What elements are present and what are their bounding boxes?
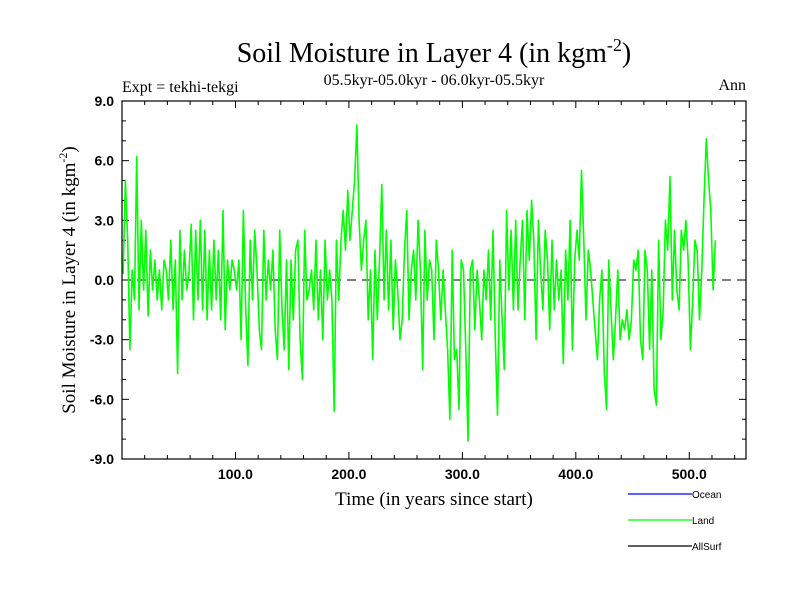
x-tick-label: 400.0 bbox=[558, 466, 593, 482]
x-tick-label: 200.0 bbox=[331, 466, 366, 482]
legend-label-land: Land bbox=[692, 516, 714, 527]
plot-frame bbox=[121, 100, 747, 460]
legend-label-allsurf: AllSurf bbox=[692, 542, 722, 553]
season-label: Ann bbox=[718, 77, 746, 94]
x-tick-label: 100.0 bbox=[218, 466, 253, 482]
x-tick-label: 300.0 bbox=[445, 466, 480, 482]
y-tick-label: -6.0 bbox=[90, 391, 114, 407]
data-series bbox=[122, 124, 717, 442]
y-tick-label: 9.0 bbox=[95, 93, 115, 109]
x-axis-label: Time (in years since start) bbox=[335, 489, 533, 510]
y-tick-label: -3.0 bbox=[90, 332, 114, 348]
y-tick-label: 6.0 bbox=[95, 153, 115, 169]
chart-subtitle: 05.5kyr-05.0kyr - 06.0kyr-05.5kyr bbox=[324, 72, 545, 89]
y-tick-label: -9.0 bbox=[90, 451, 114, 467]
legend: Ocean Land AllSurf bbox=[628, 490, 722, 553]
y-axis-label: Soil Moisture in Layer 4 (in kgm-2) bbox=[56, 146, 80, 414]
chart-title: Soil Moisture in Layer 4 (in kgm-2) bbox=[237, 35, 632, 69]
x-tick-label: 500.0 bbox=[672, 466, 707, 482]
y-tick-label: 0.0 bbox=[95, 272, 115, 288]
series-line-land bbox=[122, 124, 717, 442]
experiment-label: Expt = tekhi-tekgi bbox=[122, 79, 239, 96]
legend-label-ocean: Ocean bbox=[692, 490, 721, 501]
y-tick-label: 3.0 bbox=[95, 212, 115, 228]
